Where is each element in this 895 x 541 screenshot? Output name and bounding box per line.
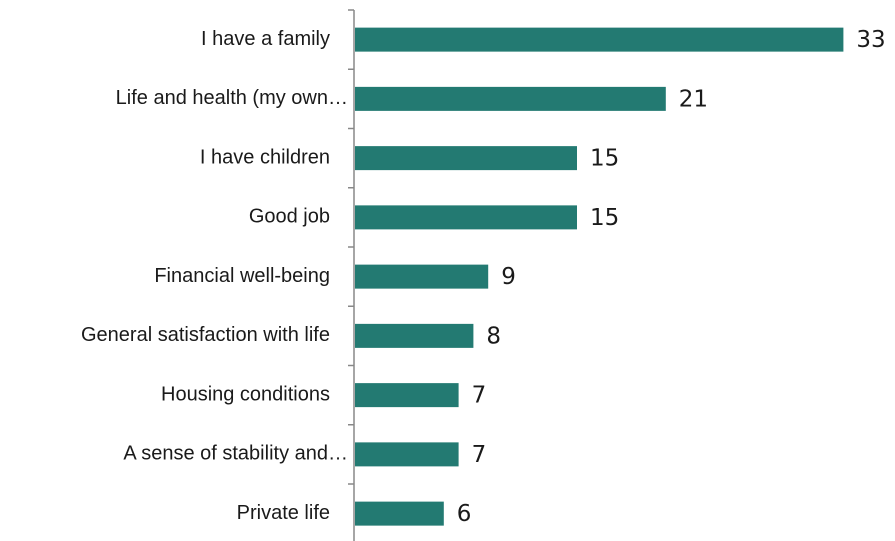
category-label: General satisfaction with life (81, 324, 330, 346)
value-label: 33 (856, 27, 885, 53)
value-label: 9 (501, 264, 516, 290)
bar (355, 383, 459, 408)
value-label: 8 (486, 323, 501, 349)
value-label: 15 (590, 146, 619, 172)
value-label: 7 (472, 442, 487, 468)
bar (355, 442, 459, 467)
category-label: Housing conditions (161, 383, 330, 405)
bar (355, 323, 474, 348)
bar (355, 146, 577, 171)
bar (355, 501, 444, 526)
category-label: I have children (200, 146, 330, 168)
bar (355, 264, 489, 289)
bar (355, 27, 844, 52)
category-label: Private life (237, 502, 330, 524)
value-label: 21 (679, 86, 708, 112)
value-label: 15 (590, 205, 619, 231)
category-label: A sense of stability and… (123, 443, 348, 465)
category-label: Good job (249, 206, 330, 228)
bar (355, 205, 577, 230)
bar (355, 86, 666, 111)
category-label: I have a family (201, 28, 330, 50)
category-label: Life and health (my own… (116, 87, 348, 109)
category-label: Financial well-being (154, 265, 330, 287)
value-label: 7 (472, 383, 487, 409)
value-label: 6 (457, 501, 472, 527)
